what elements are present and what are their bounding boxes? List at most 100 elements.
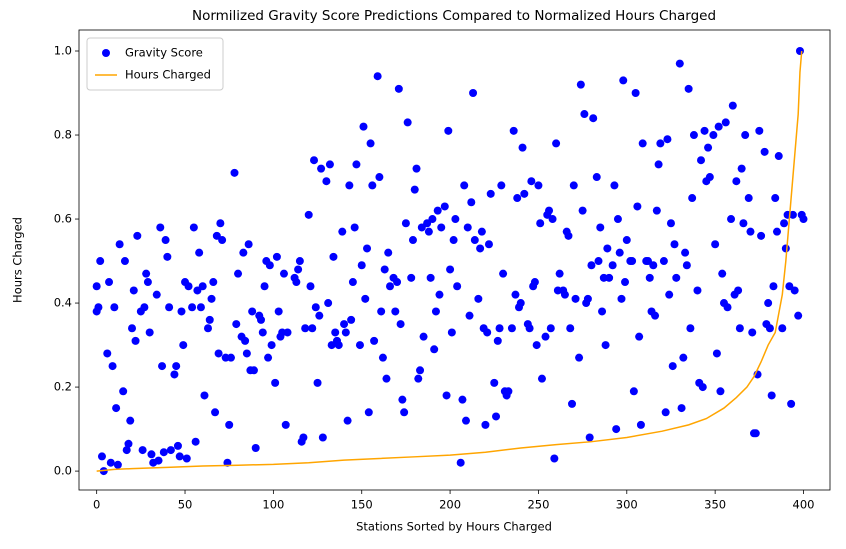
scatter-point bbox=[456, 458, 465, 467]
scatter-point bbox=[267, 341, 276, 350]
scatter-point bbox=[446, 265, 455, 274]
scatter-point bbox=[271, 378, 280, 387]
scatter-point bbox=[449, 236, 458, 245]
scatter-point bbox=[437, 223, 446, 232]
scatter-point bbox=[465, 311, 474, 320]
scatter-point bbox=[329, 252, 338, 261]
scatter-point bbox=[105, 278, 114, 287]
scatter-point bbox=[226, 353, 235, 362]
scatter-point bbox=[530, 278, 539, 287]
scatter-point bbox=[490, 378, 499, 387]
scatter-point bbox=[788, 210, 797, 219]
scatter-point bbox=[481, 420, 490, 429]
scatter-point bbox=[723, 303, 732, 312]
scatter-point bbox=[272, 252, 281, 261]
scatter-point bbox=[408, 236, 417, 245]
scatter-point bbox=[311, 303, 320, 312]
scatter-point bbox=[778, 324, 787, 333]
scatter-point bbox=[232, 320, 241, 329]
y-tick-label: 0.4 bbox=[54, 296, 72, 310]
scatter-point bbox=[205, 315, 214, 324]
scatter-point bbox=[682, 261, 691, 270]
scatter-point bbox=[380, 265, 389, 274]
scatter-point bbox=[790, 286, 799, 295]
y-tick-label: 0.6 bbox=[54, 212, 72, 226]
scatter-point bbox=[795, 47, 804, 56]
scatter-point bbox=[442, 391, 451, 400]
scatter-point bbox=[110, 303, 119, 312]
scatter-point bbox=[279, 269, 288, 278]
scatter-point bbox=[598, 307, 607, 316]
scatter-point bbox=[414, 374, 423, 383]
scatter-point bbox=[433, 206, 442, 215]
scatter-point bbox=[191, 437, 200, 446]
scatter-point bbox=[594, 257, 603, 266]
scatter-point bbox=[483, 328, 492, 337]
scatter-point bbox=[382, 374, 391, 383]
scatter-point bbox=[592, 173, 601, 182]
scatter-point bbox=[350, 223, 359, 232]
scatter-point bbox=[571, 294, 580, 303]
scatter-point bbox=[484, 240, 493, 249]
scatter-point bbox=[340, 320, 349, 329]
scatter-point bbox=[654, 160, 663, 169]
scatter-point bbox=[631, 89, 640, 98]
scatter-point bbox=[348, 278, 357, 287]
scatter-point bbox=[532, 341, 541, 350]
scatter-point bbox=[513, 194, 522, 203]
scatter-point bbox=[138, 446, 147, 455]
x-tick-label: 400 bbox=[793, 498, 815, 512]
scatter-point bbox=[550, 454, 559, 463]
scatter-point bbox=[119, 387, 128, 396]
scatter-point bbox=[732, 177, 741, 186]
scatter-point bbox=[128, 324, 137, 333]
scatter-point bbox=[560, 290, 569, 299]
scatter-point bbox=[587, 261, 596, 270]
scatter-point bbox=[361, 294, 370, 303]
scatter-point bbox=[175, 452, 184, 461]
scatter-point bbox=[492, 412, 501, 421]
scatter-point bbox=[545, 206, 554, 215]
x-tick-label: 0 bbox=[93, 498, 100, 512]
legend: Gravity Score Hours Charged bbox=[86, 37, 224, 91]
scatter-point bbox=[635, 332, 644, 341]
scatter-point bbox=[165, 303, 174, 312]
scatter-point bbox=[230, 168, 239, 177]
scatter-point bbox=[649, 261, 658, 270]
scatter-point bbox=[122, 446, 131, 455]
scatter-point bbox=[248, 307, 257, 316]
scatter-point bbox=[159, 448, 168, 457]
scatter-point bbox=[525, 324, 534, 333]
scatter-point bbox=[283, 328, 292, 337]
scatter-point bbox=[534, 181, 543, 190]
scatter-point bbox=[310, 156, 319, 165]
scatter-point bbox=[140, 303, 149, 312]
scatter-point bbox=[705, 173, 714, 182]
scatter-point bbox=[196, 303, 205, 312]
scatter-point bbox=[400, 408, 409, 417]
scatter-point bbox=[520, 189, 529, 198]
scatter-point bbox=[651, 311, 660, 320]
scatter-point bbox=[467, 198, 476, 207]
scatter-point bbox=[265, 261, 274, 270]
scatter-point bbox=[294, 265, 303, 274]
scatter-point bbox=[746, 227, 755, 236]
scatter-point bbox=[453, 282, 462, 291]
scatter-point bbox=[249, 366, 258, 375]
scatter-point bbox=[163, 252, 172, 261]
scatter-point bbox=[463, 223, 472, 232]
scatter-point bbox=[182, 454, 191, 463]
y-tick-label: 1.0 bbox=[54, 44, 72, 58]
scatter-point bbox=[214, 349, 223, 358]
scatter-point bbox=[757, 231, 766, 240]
scatter-point bbox=[486, 189, 495, 198]
scatter-point bbox=[161, 236, 170, 245]
scatter-point bbox=[666, 219, 675, 228]
scatter-point bbox=[126, 416, 135, 425]
scatter-point bbox=[603, 244, 612, 253]
scatter-point bbox=[477, 227, 486, 236]
scatter-point bbox=[548, 215, 557, 224]
scatter-point bbox=[347, 315, 356, 324]
scatter-point bbox=[239, 248, 248, 257]
scatter-point bbox=[103, 349, 112, 358]
